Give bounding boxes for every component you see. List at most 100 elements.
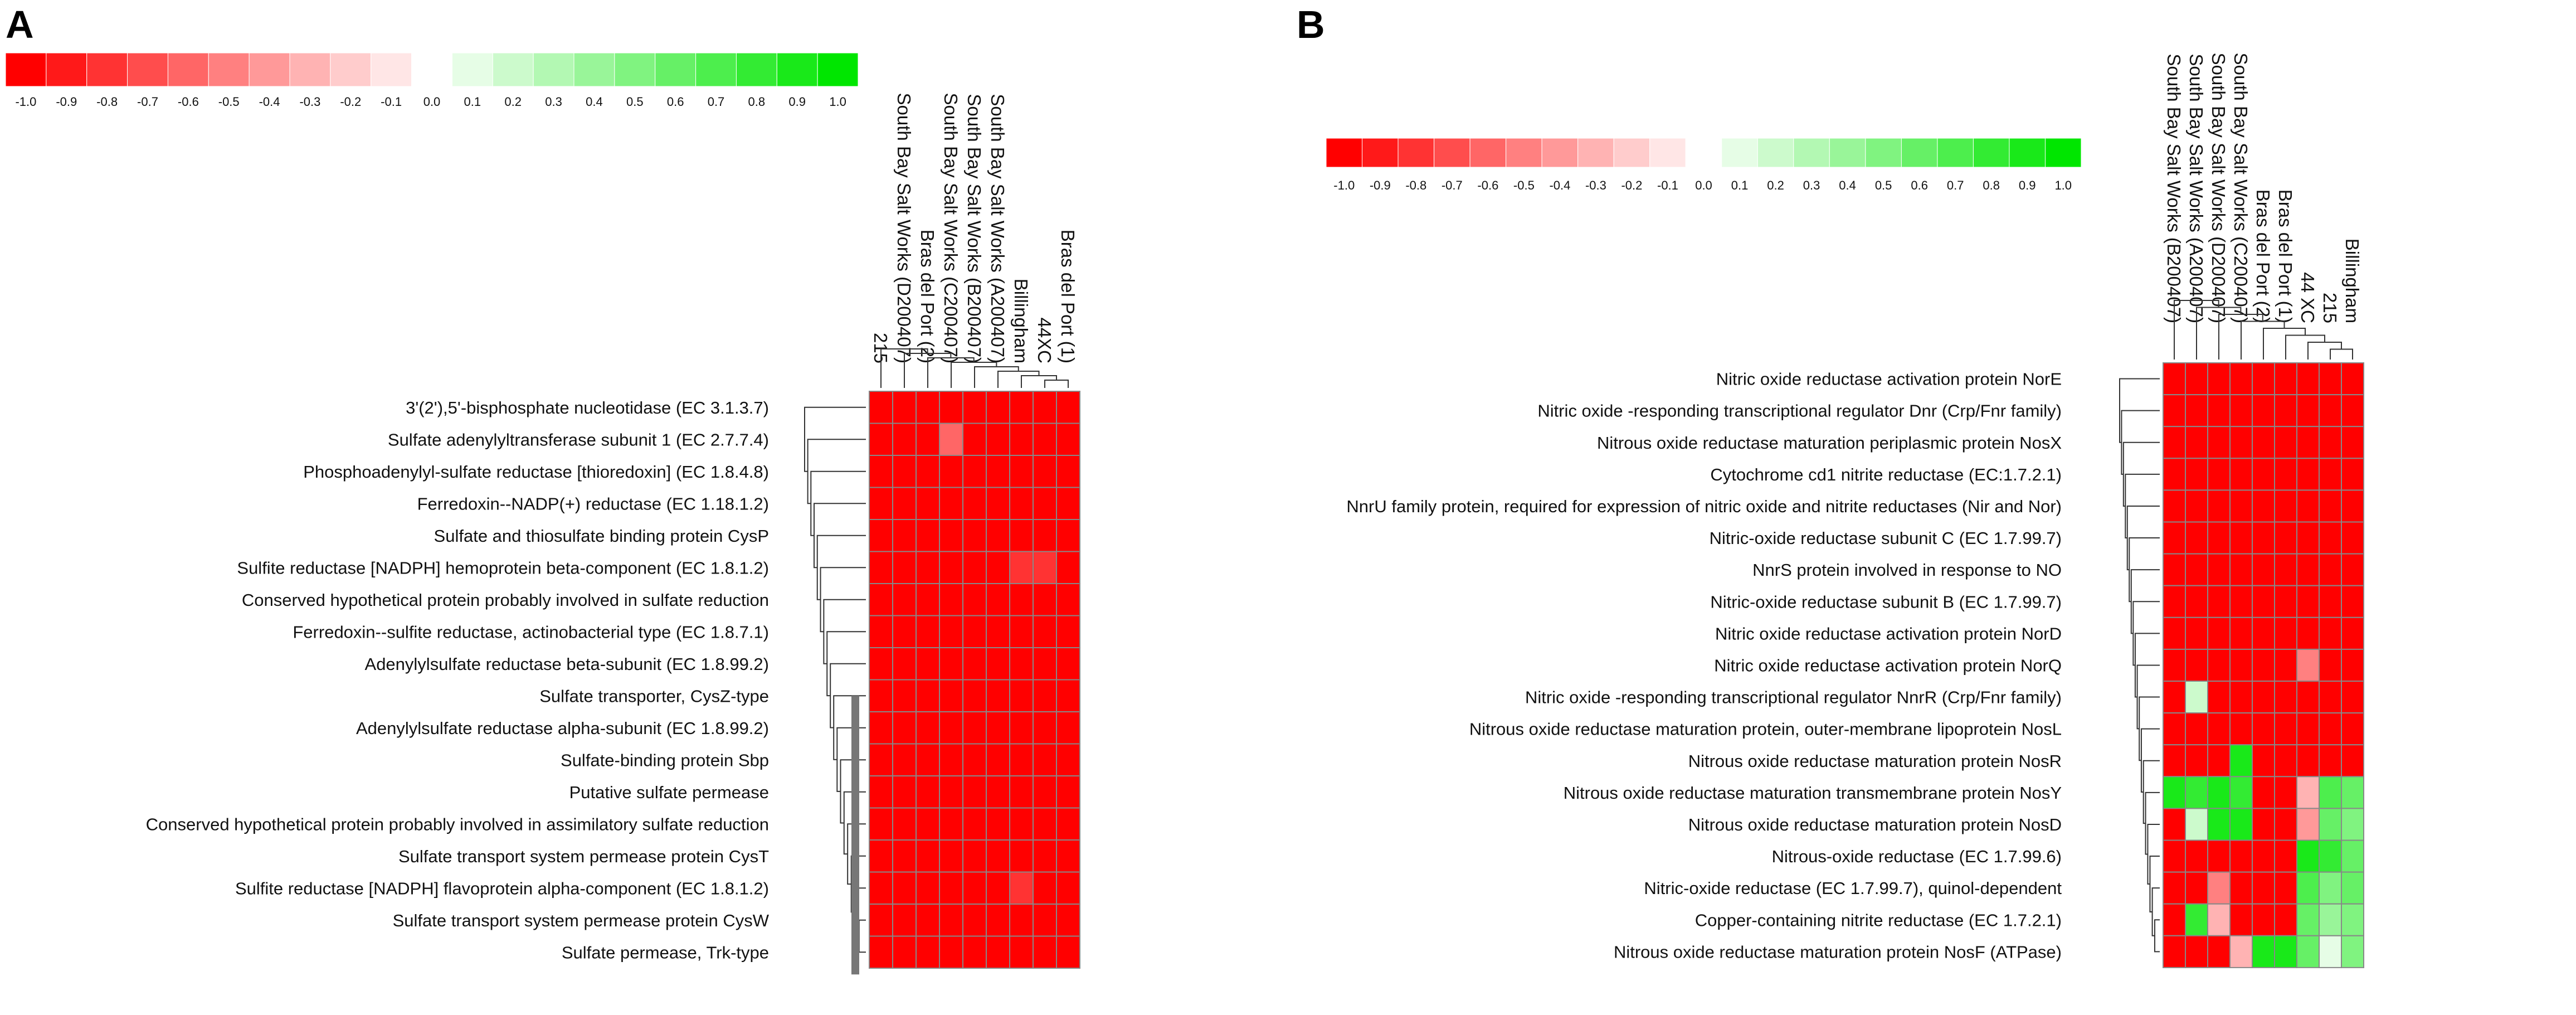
column-dendrogram-branch xyxy=(2174,300,2219,360)
row-dendrogram-branch xyxy=(807,439,866,504)
panel-a-label: A xyxy=(6,3,34,46)
heatmap-cell xyxy=(2319,744,2342,778)
heatmap-cell xyxy=(2252,521,2275,555)
legend-swatch xyxy=(817,52,859,87)
heatmap-cell xyxy=(2185,616,2208,650)
heatmap-cell xyxy=(1033,904,1057,937)
panel-a-column-dendrogram xyxy=(880,348,1069,388)
legend-tick-label: 0.6 xyxy=(1911,178,1928,192)
heatmap-cell xyxy=(2163,935,2186,968)
legend-swatch xyxy=(208,52,250,87)
heatmap-cell xyxy=(2274,585,2297,618)
column-dendrogram-branch xyxy=(2307,342,2342,360)
row-label: Putative sulfate permease xyxy=(569,783,769,802)
heatmap-cell xyxy=(2229,871,2253,905)
row-dendrogram-branch xyxy=(2154,919,2160,953)
heatmap-cell xyxy=(2163,903,2186,936)
column-label: South Bay Salt Works (B200407) xyxy=(964,94,985,363)
heatmap-cell xyxy=(892,871,917,905)
legend-tick-label: 0.4 xyxy=(1839,178,1856,192)
heatmap-cell xyxy=(939,807,963,841)
heatmap-cell xyxy=(892,904,917,937)
heatmap-cell xyxy=(962,551,987,584)
heatmap-cell xyxy=(2185,871,2208,905)
heatmap-cell xyxy=(2229,426,2253,459)
row-label: Sulfate-binding protein Sbp xyxy=(561,750,769,770)
panel-b-color-legend: -1.0 -0.9 -0.8 -0.7 -0.6 -0.5 -0.4 -0.3 -0.2 -0.1… xyxy=(1326,138,2082,192)
heatmap-cell xyxy=(2341,839,2364,873)
legend-swatch xyxy=(411,52,452,87)
heatmap-cell xyxy=(2252,616,2275,650)
heatmap-cell xyxy=(2163,553,2186,586)
heatmap-cell xyxy=(916,839,940,873)
heatmap-cell xyxy=(1056,775,1080,809)
heatmap-cell xyxy=(2296,871,2320,905)
row-label: Conserved hypothetical protein probably … xyxy=(242,590,769,610)
heatmap-cell xyxy=(2252,712,2275,746)
heatmap-cell xyxy=(916,711,940,745)
legend-swatch xyxy=(5,52,47,87)
heatmap-cell xyxy=(2229,489,2253,523)
heatmap-cell xyxy=(892,422,917,456)
heatmap-cell xyxy=(986,839,1010,873)
heatmap-cell xyxy=(986,871,1010,905)
heatmap-cell xyxy=(2229,616,2253,650)
column-dendrogram-branch xyxy=(974,366,1019,388)
heatmap-cell xyxy=(2274,681,2297,714)
heatmap-cell xyxy=(2252,935,2275,968)
heatmap-cell xyxy=(892,775,917,809)
row-label: Sulfite reductase [NADPH] flavoprotein a… xyxy=(235,878,769,898)
heatmap-cell xyxy=(2163,871,2186,905)
legend-swatch xyxy=(1901,138,1938,168)
column-label: South Bay Salt Works (D200407) xyxy=(2208,53,2229,323)
heatmap-cell xyxy=(2163,744,2186,778)
heatmap-cell xyxy=(2274,744,2297,778)
heatmap-cell xyxy=(892,647,917,681)
heatmap-cell xyxy=(962,455,987,488)
row-label: Nitrous oxide reductase maturation prote… xyxy=(1614,942,2062,961)
row-label: Nitric oxide reductase activation protei… xyxy=(1716,370,2062,389)
row-label: Sulfate transport system permease protei… xyxy=(398,847,769,866)
legend-swatch xyxy=(1541,138,1579,168)
heatmap-cell xyxy=(2296,808,2320,841)
column-label: South Bay Salt Works (C200407) xyxy=(941,93,961,363)
heatmap-cell xyxy=(2296,521,2320,555)
heatmap-cell xyxy=(2319,648,2342,682)
heatmap-cell xyxy=(2163,648,2186,682)
legend-swatch xyxy=(249,52,290,87)
legend-tick-label: -0.5 xyxy=(1513,178,1535,192)
heatmap-cell xyxy=(962,935,987,969)
heatmap-cell xyxy=(2163,362,2186,396)
heatmap-cell xyxy=(1033,455,1057,488)
heatmap-cell xyxy=(939,904,963,937)
heatmap-cell xyxy=(1009,519,1034,552)
heatmap-cell xyxy=(2229,362,2253,396)
legend-swatch xyxy=(1865,138,1902,168)
legend-swatch xyxy=(127,52,168,87)
heatmap-cell xyxy=(962,647,987,681)
legend-tick-label: 0.8 xyxy=(748,95,766,109)
heatmap-cell xyxy=(2274,426,2297,459)
legend-tick-label: -0.7 xyxy=(1442,178,1463,192)
heatmap-cell xyxy=(1033,647,1057,681)
column-dendrogram-branch xyxy=(2285,334,2325,360)
column-dendrogram-branch xyxy=(1021,375,1057,388)
heatmap-cell xyxy=(2185,903,2208,936)
row-label: Phosphoadenylyl-sulfate reductase [thior… xyxy=(303,462,769,482)
legend-tick-label: -0.1 xyxy=(1657,178,1678,192)
heatmap-cell xyxy=(2229,648,2253,682)
column-label: South Bay Salt Works (D200407) xyxy=(894,93,914,363)
heatmap-cell xyxy=(2296,935,2320,968)
heatmap-cell xyxy=(916,583,940,616)
heatmap-cell xyxy=(2274,616,2297,650)
heatmap-cell xyxy=(939,455,963,488)
heatmap-cell xyxy=(892,839,917,873)
heatmap-cell xyxy=(939,422,963,456)
row-dendrogram-branch xyxy=(804,406,866,472)
heatmap-cell xyxy=(2163,776,2186,809)
heatmap-cell xyxy=(2296,744,2320,778)
heatmap-cell xyxy=(962,422,987,456)
legend-swatch xyxy=(776,52,818,87)
heatmap-cell xyxy=(1033,422,1057,456)
row-label: Ferredoxin--NADP(+) reductase (EC 1.18.1… xyxy=(417,494,769,513)
